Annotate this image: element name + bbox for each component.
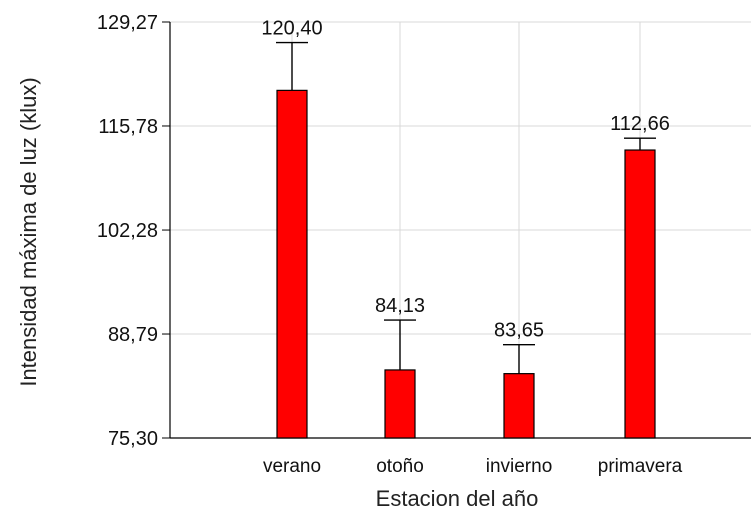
x-category-label-0: verano <box>263 456 321 477</box>
value-label-0: 120,40 <box>261 18 322 40</box>
y-tick-label-2: 102,28 <box>97 220 158 242</box>
x-category-label-1: otoño <box>376 456 424 477</box>
x-category-label-3: primavera <box>598 456 683 477</box>
y-tick-label-4: 129,27 <box>97 12 158 34</box>
x-axis-title: Estacion del año <box>376 486 539 510</box>
grid-layer <box>162 21 751 439</box>
bar-0 <box>276 89 308 439</box>
bar-1 <box>384 369 416 439</box>
bar-3 <box>624 149 656 439</box>
y-axis-title: Intensidad máxima de luz (klux) <box>16 77 41 386</box>
y-tick-label-3: 115,78 <box>98 116 158 138</box>
value-label-3: 112,66 <box>610 113 670 135</box>
y-tick-label-1: 88,79 <box>108 324 158 346</box>
value-label-2: 83,65 <box>494 320 544 342</box>
value-label-1: 84,13 <box>375 295 425 317</box>
y-tick-label-0: 75,30 <box>108 428 158 450</box>
bars-layer <box>276 89 656 439</box>
bar-2 <box>503 373 535 439</box>
labels-layer: 75,30 88,79 102,28 115,78 129,27 120,40 verano… <box>97 12 683 477</box>
error-bars-layer <box>276 41 656 374</box>
x-category-label-2: invierno <box>486 456 553 477</box>
